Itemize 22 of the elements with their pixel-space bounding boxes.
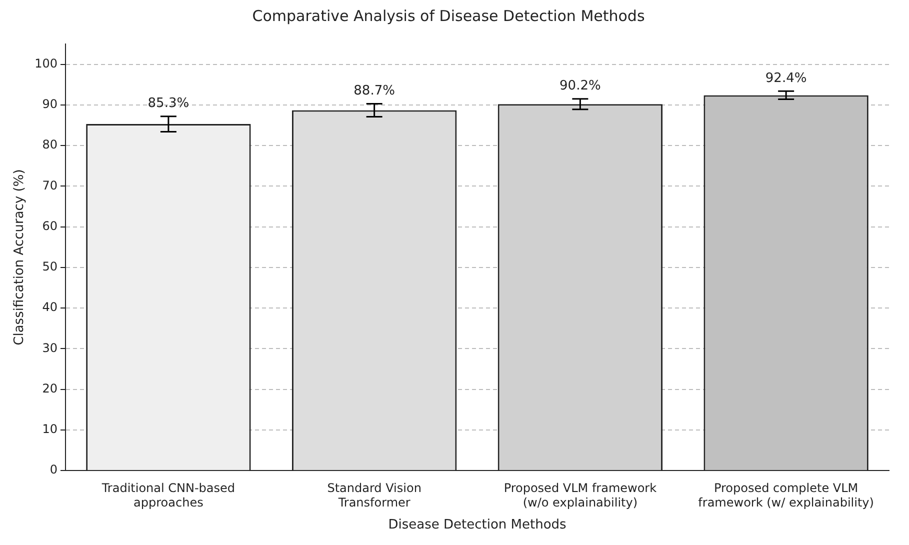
y-tick-label: 30: [42, 340, 58, 355]
y-tick-label: 40: [42, 300, 58, 314]
data-label: 88.7%: [354, 84, 395, 99]
data-label: 90.2%: [560, 78, 601, 94]
data-label: 92.4%: [765, 71, 807, 86]
y-tick-label: 80: [42, 138, 58, 152]
x-tick-label: Standard Vision Transformer: [327, 480, 422, 510]
y-tick-label: 0: [50, 462, 58, 477]
y-tick-label: 50: [42, 260, 58, 274]
x-tick-label: Proposed VLM framework (w/o explainability): [504, 480, 657, 510]
y-tick-label: 60: [42, 218, 58, 233]
chart-title: Comparative Analysis of Disease Detection Methods: [252, 6, 645, 25]
y-tick-label: 100: [34, 56, 58, 70]
y-tick-label: 10: [42, 422, 58, 436]
y-axis-title: Classification Accuracy (%): [12, 169, 28, 346]
x-tick-label: Traditional CNN-based approaches: [100, 480, 236, 510]
x-axis-title: Disease Detection Methods: [388, 518, 567, 533]
data-label: 85.3%: [148, 96, 190, 112]
y-tick-label: 70: [42, 178, 58, 192]
x-tick-label: Proposed complete VLM framework (w/ explainability): [698, 480, 874, 510]
y-tick-label: 20: [42, 381, 58, 396]
y-tick-label: 90: [42, 97, 58, 112]
